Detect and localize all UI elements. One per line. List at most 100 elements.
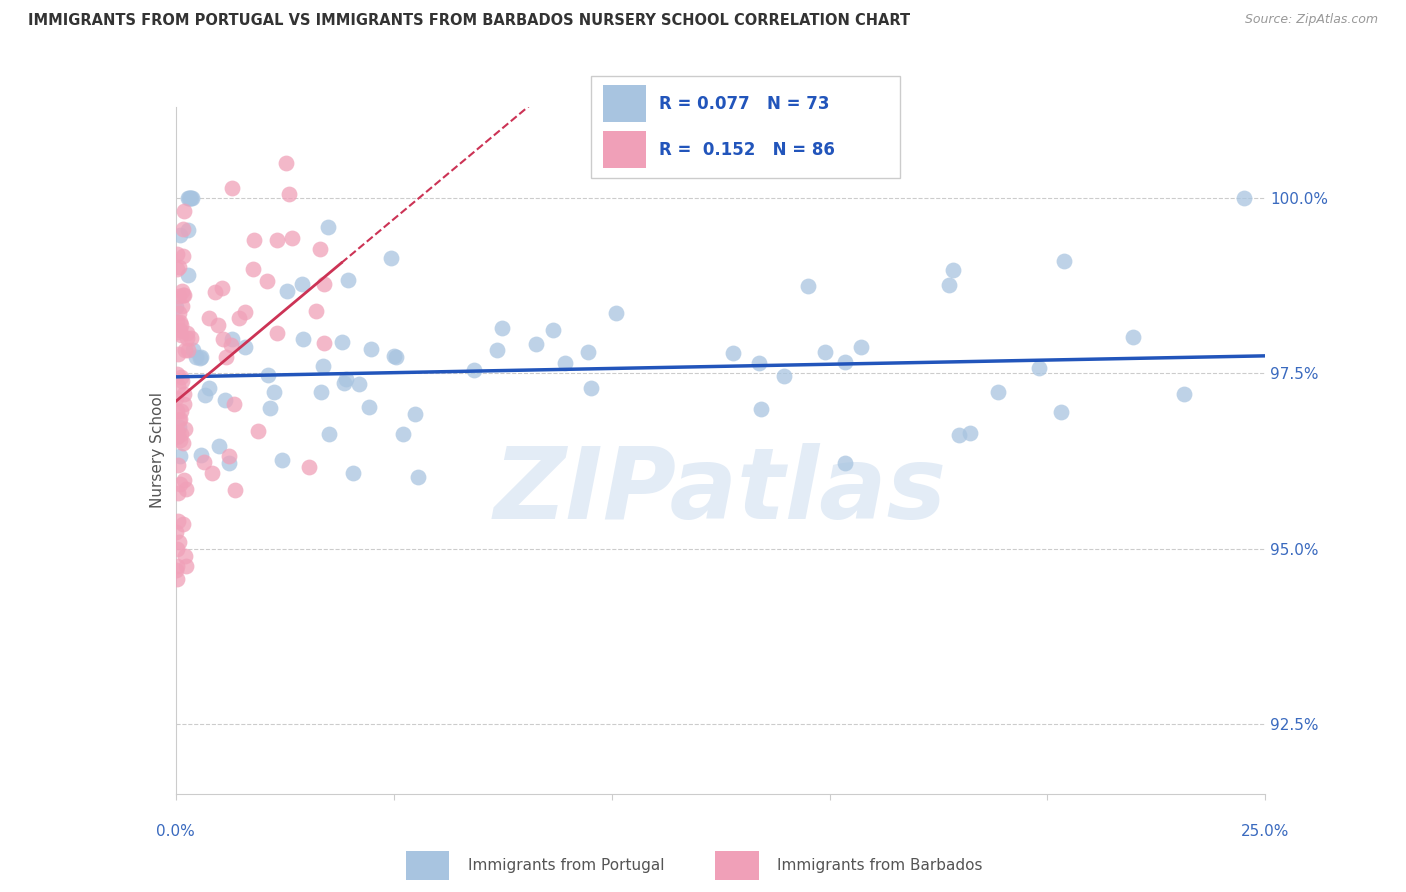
Point: [166, 261, 188, 276]
Point: [166, 458, 188, 472]
Text: 25.0%: 25.0%: [1241, 824, 1289, 839]
FancyBboxPatch shape: [591, 76, 900, 178]
Point: [214, 393, 236, 408]
Point: [256, 368, 278, 383]
Point: [605, 306, 627, 320]
Point: [176, 326, 198, 340]
Point: [165, 425, 187, 440]
Point: [1233, 191, 1256, 205]
Point: [228, 310, 250, 325]
Point: [166, 515, 188, 529]
Point: [959, 425, 981, 440]
Point: [165, 391, 187, 405]
Point: [278, 186, 301, 201]
Point: [276, 284, 298, 298]
Point: [309, 243, 332, 257]
Point: [263, 385, 285, 400]
Point: [748, 355, 770, 369]
FancyBboxPatch shape: [603, 85, 647, 122]
Y-axis label: Nursery School: Nursery School: [149, 392, 165, 508]
Point: [170, 318, 193, 332]
Point: [222, 397, 245, 411]
Point: [298, 459, 321, 474]
Point: [336, 273, 359, 287]
Point: [773, 369, 796, 384]
Point: [311, 359, 333, 373]
Point: [169, 289, 191, 303]
Point: [177, 268, 200, 283]
Point: [169, 228, 191, 243]
Point: [181, 191, 204, 205]
Point: [1173, 387, 1195, 401]
Point: [177, 222, 200, 236]
Point: [266, 326, 288, 340]
Point: [166, 430, 188, 444]
Point: [221, 180, 243, 194]
Point: [167, 306, 190, 320]
Point: [1050, 405, 1073, 419]
Point: [834, 355, 856, 369]
Point: [174, 549, 197, 564]
Point: [218, 456, 240, 470]
Point: [169, 535, 191, 549]
Point: [173, 397, 195, 411]
Point: [305, 304, 328, 318]
Point: [169, 477, 191, 491]
Point: [167, 347, 190, 361]
Point: [211, 332, 233, 346]
Point: [281, 231, 304, 245]
Point: [170, 427, 193, 442]
Point: [242, 261, 264, 276]
Point: [392, 426, 415, 441]
Text: Immigrants from Portugal: Immigrants from Portugal: [468, 858, 665, 872]
Point: [165, 425, 187, 439]
Point: [170, 374, 193, 388]
Point: [197, 311, 219, 326]
Point: [170, 328, 193, 343]
Point: [485, 343, 508, 358]
Point: [309, 384, 332, 399]
Point: [581, 380, 603, 394]
Point: [276, 156, 298, 170]
Point: [292, 332, 315, 346]
Point: [380, 251, 402, 265]
Point: [169, 260, 191, 274]
Point: [270, 453, 292, 467]
Point: [463, 363, 485, 377]
Point: [173, 204, 195, 219]
Point: [188, 351, 211, 365]
Point: [174, 422, 197, 436]
Point: [211, 281, 233, 295]
Point: [247, 425, 270, 439]
Point: [176, 331, 198, 345]
Point: [169, 434, 191, 448]
Point: [167, 379, 190, 393]
Point: [314, 277, 336, 292]
Point: [200, 466, 222, 480]
Point: [404, 407, 426, 421]
Text: IMMIGRANTS FROM PORTUGAL VS IMMIGRANTS FROM BARBADOS NURSERY SCHOOL CORRELATION : IMMIGRANTS FROM PORTUGAL VS IMMIGRANTS F…: [28, 13, 910, 29]
Point: [180, 191, 202, 205]
Point: [173, 473, 195, 487]
Point: [524, 337, 547, 351]
Point: [312, 336, 335, 351]
Point: [184, 350, 207, 364]
Point: [177, 191, 200, 205]
Point: [179, 191, 201, 205]
Point: [491, 320, 513, 334]
Point: [197, 381, 219, 395]
Point: [166, 558, 188, 573]
Point: [1122, 330, 1144, 344]
Point: [166, 315, 188, 329]
Point: [169, 315, 191, 329]
Point: [406, 469, 429, 483]
Point: [167, 412, 190, 426]
Point: [194, 388, 217, 402]
Point: [173, 288, 195, 302]
Point: [382, 349, 405, 363]
Point: [177, 191, 200, 205]
Text: 0.0%: 0.0%: [156, 824, 195, 839]
Text: Source: ZipAtlas.com: Source: ZipAtlas.com: [1244, 13, 1378, 27]
Point: [576, 345, 599, 359]
Point: [1053, 253, 1076, 268]
